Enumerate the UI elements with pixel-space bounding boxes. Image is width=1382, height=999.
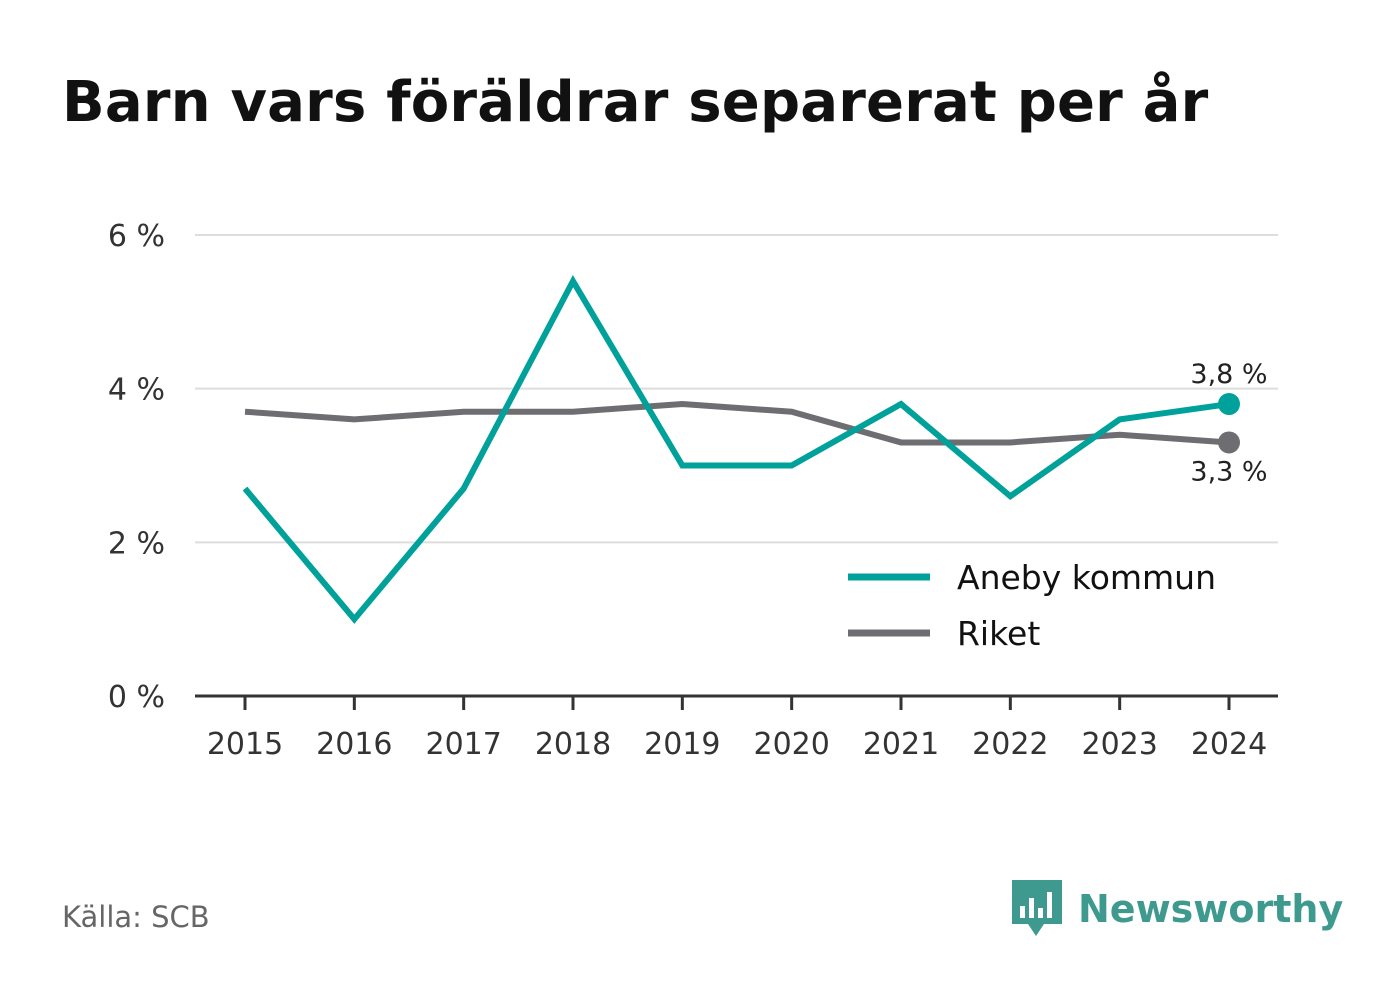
legend-background (835, 545, 1247, 670)
source-note: Källa: SCB (62, 900, 210, 934)
grid-lines (195, 234, 1278, 544)
chart-title: Barn vars föräldrar separerat per år (62, 70, 1209, 135)
legend: Aneby kommun Riket (835, 545, 1247, 670)
y-tick-label: 4 % (108, 373, 165, 408)
end-label-aneby: 3,8 % (1190, 359, 1267, 390)
x-tick-label: 2023 (1081, 727, 1157, 762)
end-labels: 3,8 % 3,3 % (1190, 359, 1267, 487)
y-axis-ticks: 0 % 2 % 4 % 6 % (108, 219, 165, 715)
x-tick-label: 2021 (863, 727, 939, 762)
series-line-aneby (242, 274, 1230, 624)
y-tick-label: 6 % (108, 219, 165, 254)
legend-label-riket: Riket (957, 614, 1040, 653)
x-axis: 2015 2016 2017 2018 2019 2020 2021 2022 2023 2024 (195, 694, 1278, 762)
x-tick-label: 2024 (1191, 727, 1267, 762)
brand-logo[interactable]: Newsworthy (1010, 878, 1343, 940)
bar-chart-speech-bubble-icon (1012, 880, 1062, 936)
x-tick-label: 2015 (207, 727, 283, 762)
x-tick-label: 2018 (535, 727, 611, 762)
x-tick-label: 2017 (425, 727, 501, 762)
brand-name: Newsworthy (1078, 887, 1344, 931)
x-tick-label: 2020 (753, 727, 829, 762)
y-tick-label: 2 % (108, 526, 165, 561)
end-label-riket: 3,3 % (1190, 456, 1267, 487)
x-tick-label: 2022 (972, 727, 1048, 762)
end-point-aneby (1218, 393, 1240, 416)
end-point-riket (1218, 431, 1240, 454)
legend-label-aneby: Aneby kommun (957, 558, 1216, 597)
series-lines (242, 274, 1240, 624)
y-tick-label: 0 % (108, 680, 165, 715)
x-tick-label: 2019 (644, 727, 720, 762)
series-line-riket (244, 401, 1230, 446)
x-tick-label: 2016 (316, 727, 392, 762)
